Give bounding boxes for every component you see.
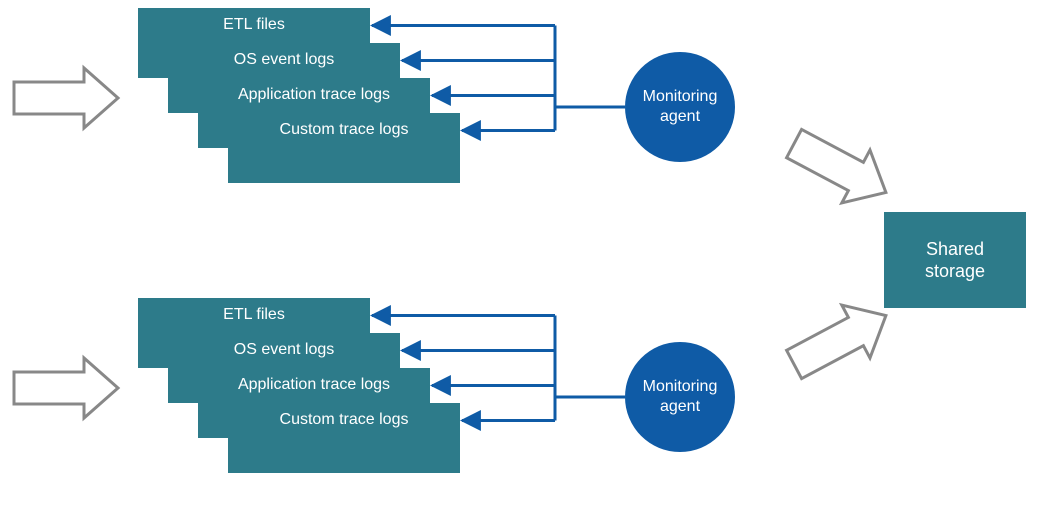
monitoring-agent-label: Monitoringagent (643, 87, 718, 127)
log-source-label: ETL files (223, 306, 285, 324)
shared-storage: Sharedstorage (884, 212, 1026, 308)
log-source-card: Custom trace logs (228, 113, 460, 183)
log-source-label: Application trace logs (238, 376, 390, 394)
log-source-card: Custom trace logs (228, 403, 460, 473)
monitoring-agent: Monitoringagent (625, 52, 735, 162)
monitoring-agent: Monitoringagent (625, 342, 735, 452)
log-source-label: ETL files (223, 16, 285, 34)
output-arrow (780, 289, 900, 391)
log-source-label: OS event logs (234, 51, 335, 69)
input-arrow (14, 358, 118, 418)
log-source-label: Custom trace logs (280, 121, 409, 139)
shared-storage-label: Sharedstorage (925, 238, 985, 283)
log-source-label: Application trace logs (238, 86, 390, 104)
output-arrow (780, 117, 900, 219)
log-source-label: Custom trace logs (280, 411, 409, 429)
log-source-label: OS event logs (234, 341, 335, 359)
input-arrow (14, 68, 118, 128)
monitoring-agent-label: Monitoringagent (643, 377, 718, 417)
